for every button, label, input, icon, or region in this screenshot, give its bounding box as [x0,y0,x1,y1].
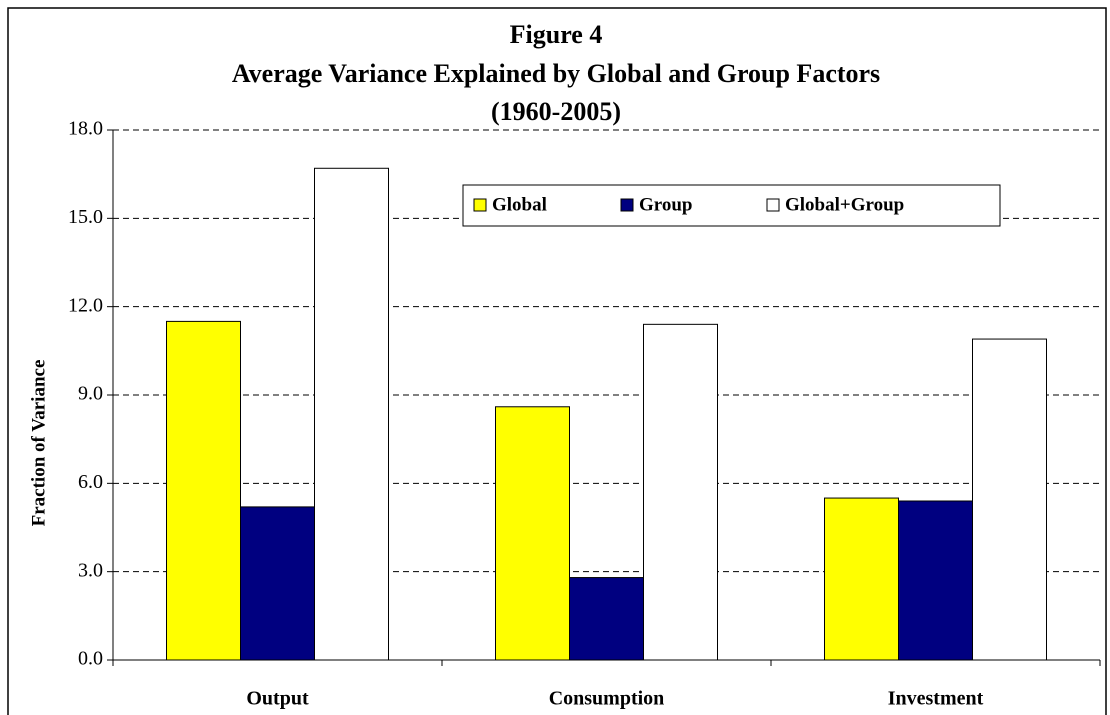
chart-frame [7,7,1107,715]
y-tick-label: 9.0 [78,383,103,405]
y-tick-label: 0.0 [78,648,103,670]
x-tick-label: Output [246,688,309,710]
bar [240,506,315,661]
y-tick-label: 12.0 [68,294,103,316]
x-tick-label: Investment [888,688,984,710]
chart-title: (1960-2005) [491,97,621,126]
legend-swatch [473,198,487,212]
legend-label: Global [492,194,547,215]
bar [643,323,718,661]
bar [166,320,241,661]
chart-title: Average Variance Explained by Global and… [232,59,880,88]
legend-label: Global+Group [785,194,904,215]
y-tick-label: 18.0 [68,118,103,140]
legend: Global Group Global+Group [462,184,1001,227]
bar [972,338,1047,661]
bar [898,500,973,661]
legend-box [462,184,1001,227]
y-tick-label: 15.0 [68,206,103,228]
bar [824,497,899,661]
chart-title: Figure 4 [510,20,603,49]
bar [569,577,644,661]
bar [314,167,389,661]
y-tick-label: 3.0 [78,559,103,581]
legend-swatch [620,198,634,212]
y-tick-label: 6.0 [78,471,103,493]
legend-swatch [766,198,780,212]
legend-label: Group [639,194,693,215]
bar [495,406,570,661]
y-axis-label: Fraction of Variance [28,360,49,527]
x-tick-label: Consumption [549,688,665,710]
